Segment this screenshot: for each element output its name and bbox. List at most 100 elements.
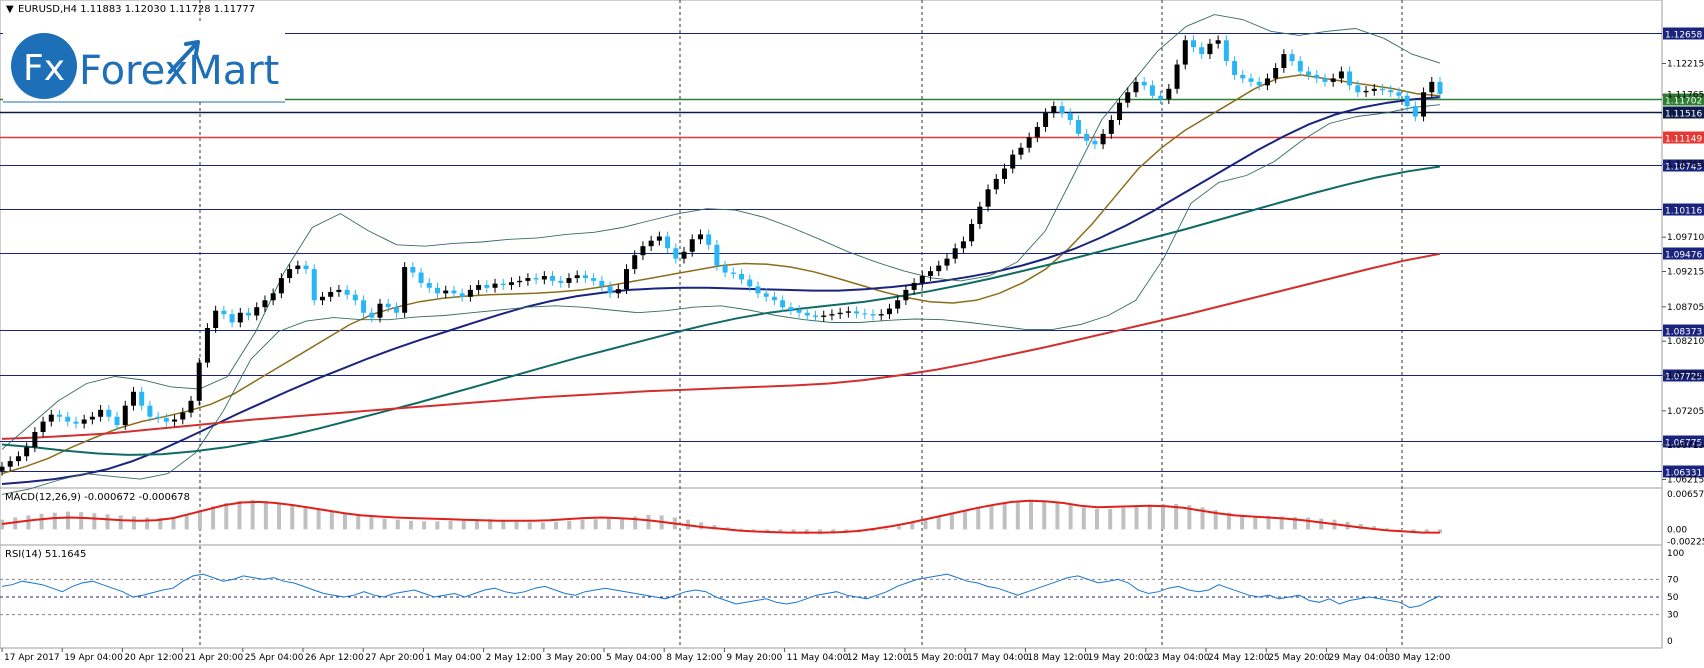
macd-tick-label: -0.002253 bbox=[1667, 538, 1704, 548]
candlestick bbox=[155, 411, 161, 423]
candle-body bbox=[788, 307, 794, 310]
level-label-text: 1.06775 bbox=[1665, 439, 1702, 449]
macd-histogram-bar bbox=[606, 518, 611, 530]
price-tick-label: 1.07720 bbox=[1667, 371, 1704, 381]
macd-histogram-bar bbox=[1253, 515, 1258, 530]
candle-body bbox=[1207, 43, 1213, 55]
candle-body bbox=[615, 289, 621, 294]
macd-histogram-bar bbox=[910, 522, 915, 530]
price-tick-label: 1.08210 bbox=[1667, 337, 1704, 347]
candle-body bbox=[221, 310, 227, 315]
candlestick bbox=[936, 260, 942, 276]
macd-histogram-bar bbox=[1266, 515, 1271, 530]
candlestick bbox=[1256, 77, 1262, 91]
level-label-box bbox=[1663, 159, 1704, 172]
candle-body bbox=[870, 314, 876, 316]
candlestick bbox=[40, 416, 46, 437]
level-label-text: 1.09476 bbox=[1665, 251, 1702, 261]
macd-histogram-bar bbox=[395, 519, 400, 530]
candle-body bbox=[878, 314, 884, 316]
candle-body bbox=[640, 246, 646, 256]
candlestick bbox=[845, 306, 851, 318]
price-indicators bbox=[1, 14, 1441, 495]
macd-histogram-bar bbox=[1029, 499, 1034, 530]
candle-body bbox=[936, 265, 942, 272]
candlestick bbox=[1240, 70, 1246, 84]
candle-body bbox=[632, 255, 638, 270]
candlestick bbox=[944, 253, 950, 271]
candlestick bbox=[1207, 38, 1213, 59]
candle-body bbox=[837, 312, 843, 315]
candlestick bbox=[1429, 77, 1435, 98]
candle-body bbox=[944, 258, 950, 266]
time-tick-label: 19 Apr 04:00 bbox=[64, 653, 123, 663]
candlestick bbox=[1322, 73, 1328, 87]
candlestick bbox=[48, 409, 54, 427]
candle-body bbox=[1001, 168, 1007, 179]
candle-body bbox=[796, 309, 802, 313]
candlestick bbox=[270, 288, 276, 306]
candle-body bbox=[985, 189, 991, 207]
candle-body bbox=[771, 296, 777, 301]
candle-body bbox=[1125, 92, 1131, 103]
candle-body bbox=[1421, 92, 1427, 117]
candlestick bbox=[1379, 83, 1385, 96]
candle-body bbox=[599, 280, 605, 287]
level-label-box bbox=[1663, 27, 1704, 40]
time-tick-label: 17 May 04:00 bbox=[967, 653, 1029, 663]
candlestick bbox=[1371, 83, 1377, 96]
candle-body bbox=[541, 276, 547, 280]
candlestick bbox=[1174, 59, 1180, 94]
candle-body bbox=[1437, 81, 1443, 94]
candlestick bbox=[747, 274, 753, 292]
level-price-label: 1.11702 bbox=[1663, 93, 1704, 107]
candlestick bbox=[730, 267, 736, 279]
macd-histogram-bar bbox=[936, 516, 941, 530]
price-tick-label: 1.09710 bbox=[1667, 233, 1704, 243]
macd-histogram-bar bbox=[488, 519, 493, 530]
price-tick-label: 1.06715 bbox=[1667, 441, 1704, 451]
macd-histogram-bar bbox=[1226, 512, 1231, 530]
rsi-line bbox=[1, 573, 1441, 609]
candlestick bbox=[459, 288, 465, 302]
macd-histogram-bar bbox=[1240, 514, 1245, 530]
level-price-label: 1.11516 bbox=[1663, 106, 1704, 120]
macd-histogram-bar bbox=[1200, 507, 1205, 530]
candlestick bbox=[319, 291, 325, 306]
candle-body bbox=[673, 248, 679, 259]
time-tick-label: 2 May 12:00 bbox=[486, 653, 542, 663]
candlestick bbox=[500, 278, 506, 290]
candlestick bbox=[402, 262, 408, 318]
candle-body bbox=[213, 310, 219, 328]
candlestick bbox=[1075, 115, 1081, 139]
candle-body bbox=[0, 466, 5, 471]
rsi-tick-label: 30 bbox=[1667, 611, 1679, 621]
time-tick-label: 23 May 04:00 bbox=[1148, 653, 1210, 663]
candlesticks bbox=[0, 35, 1443, 476]
candle-body bbox=[739, 273, 745, 280]
candlestick bbox=[755, 281, 761, 299]
candle-body bbox=[410, 266, 416, 273]
macd-histogram-bar bbox=[435, 521, 440, 530]
candle-body bbox=[1158, 95, 1164, 100]
macd-histogram-bar bbox=[92, 513, 97, 530]
candle-body bbox=[361, 300, 367, 313]
candlestick bbox=[336, 285, 342, 297]
candle-body bbox=[895, 300, 901, 309]
candle-body bbox=[48, 414, 54, 422]
candlestick bbox=[1437, 77, 1443, 99]
macd-histogram-bar bbox=[751, 529, 756, 531]
candlestick bbox=[1273, 63, 1279, 84]
candle-body bbox=[1371, 88, 1377, 91]
candlestick bbox=[632, 250, 638, 274]
level-label-text: 1.07725 bbox=[1665, 373, 1702, 383]
candle-body bbox=[393, 307, 399, 313]
window-menu-icon[interactable]: ▼ bbox=[6, 4, 14, 15]
candlestick bbox=[1388, 85, 1394, 98]
candlestick bbox=[928, 266, 934, 281]
macd-histogram-bar bbox=[277, 502, 282, 530]
macd-histogram-bar bbox=[408, 520, 413, 530]
candle-body bbox=[665, 236, 671, 249]
macd-histogram-bar bbox=[65, 511, 70, 530]
